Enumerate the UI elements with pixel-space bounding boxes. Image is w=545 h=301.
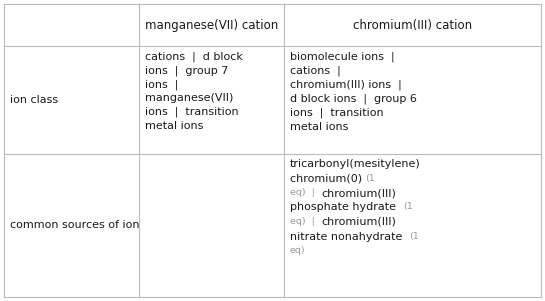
Text: tricarbonyl(mesitylene): tricarbonyl(mesitylene)	[290, 159, 421, 169]
Text: ion class: ion class	[10, 95, 58, 105]
Text: (1: (1	[409, 231, 419, 240]
Text: eq)  |: eq) |	[290, 188, 321, 197]
Text: phosphate hydrate: phosphate hydrate	[290, 203, 403, 213]
Text: chromium(0): chromium(0)	[290, 173, 366, 184]
Text: (1: (1	[366, 173, 376, 182]
Text: (1: (1	[403, 203, 413, 212]
Text: cations  |  d block
ions  |  group 7
ions  |
manganese(VII)
ions  |  transition
: cations | d block ions | group 7 ions | …	[145, 51, 243, 131]
Text: chromium(III): chromium(III)	[321, 188, 396, 198]
Text: manganese(VII) cation: manganese(VII) cation	[145, 18, 278, 32]
Text: nitrate nonahydrate: nitrate nonahydrate	[290, 231, 409, 241]
Text: chromium(III) cation: chromium(III) cation	[353, 18, 472, 32]
Text: common sources of ion: common sources of ion	[10, 221, 140, 231]
Text: chromium(III): chromium(III)	[321, 217, 396, 227]
Text: eq)  |: eq) |	[290, 217, 321, 226]
Text: biomolecule ions  |
cations  |
chromium(III) ions  |
d block ions  |  group 6
io: biomolecule ions | cations | chromium(II…	[290, 51, 417, 132]
Text: eq): eq)	[290, 246, 306, 255]
